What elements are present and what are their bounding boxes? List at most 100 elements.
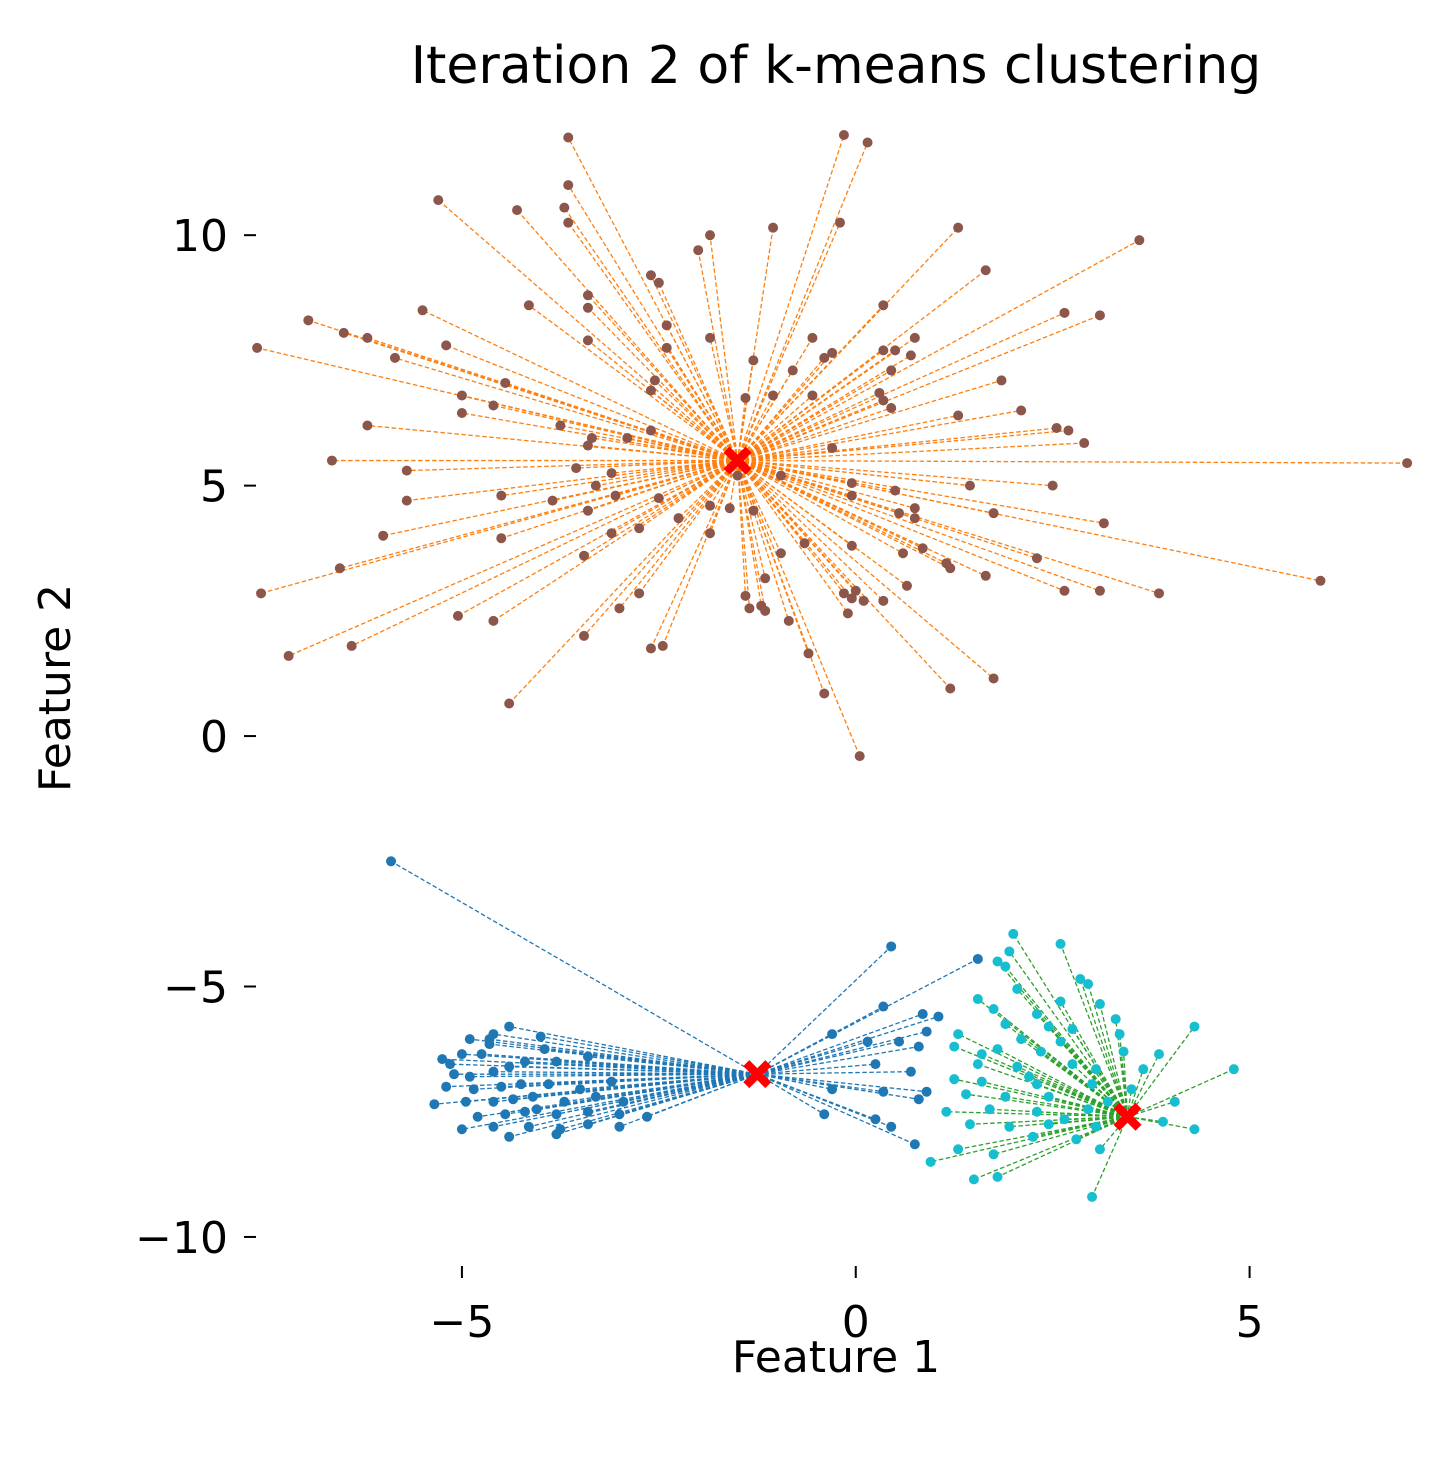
assignment-line [757, 1015, 939, 1075]
data-point [890, 345, 901, 356]
data-point [649, 375, 660, 386]
assignment-line [737, 459, 1160, 594]
data-point [898, 548, 909, 559]
data-point [972, 1059, 983, 1070]
assignment-line [461, 412, 738, 462]
assignment-line [493, 1071, 758, 1075]
y-tick-label: 5 [200, 462, 228, 513]
data-point [972, 994, 983, 1005]
assignment-line [611, 1073, 758, 1083]
data-point [456, 407, 467, 418]
assignment-line [737, 369, 892, 462]
data-point [326, 455, 337, 466]
data-point [964, 480, 975, 491]
data-point [653, 277, 664, 288]
y-tick-label: 10 [172, 211, 228, 262]
data-point [1031, 553, 1042, 564]
assignment-line [736, 460, 766, 579]
data-point [496, 533, 507, 544]
data-point [878, 395, 889, 406]
data-point [846, 490, 857, 501]
data-point [996, 375, 1007, 386]
assignment-line [536, 1073, 758, 1110]
data-point [346, 640, 357, 651]
assignment-line [757, 1071, 911, 1075]
data-point [606, 1076, 617, 1087]
data-point [504, 1061, 515, 1072]
data-point [590, 1091, 601, 1102]
data-point [653, 493, 664, 504]
assignment-line [737, 460, 884, 602]
data-point [527, 1091, 538, 1102]
data-point [980, 570, 991, 581]
assignment-line [540, 1035, 758, 1075]
data-point [582, 1051, 593, 1062]
data-point [614, 1109, 625, 1120]
data-point [775, 470, 786, 481]
assignment-line [737, 227, 959, 462]
assignment-line [567, 137, 739, 461]
assignment-line [528, 304, 738, 462]
data-point [441, 340, 452, 351]
assignment-line [697, 250, 739, 461]
assignment-line [958, 1116, 1128, 1150]
data-point [905, 350, 916, 361]
assignment-line [737, 312, 1065, 462]
data-point [575, 1084, 586, 1095]
assignment-line [737, 460, 908, 587]
x-axis: −5 0 5 [429, 1266, 1264, 1348]
data-point [953, 222, 964, 233]
assignment-line [736, 460, 810, 654]
data-point [449, 1069, 460, 1080]
assignment-line [666, 347, 739, 461]
data-point [1043, 1021, 1054, 1032]
data-point [913, 1094, 924, 1105]
data-point [886, 402, 897, 413]
assignment-line [1126, 1026, 1195, 1118]
assignment-line [528, 1073, 758, 1128]
data-point [582, 1106, 593, 1117]
assignment-line [757, 1013, 923, 1075]
data-point [740, 590, 751, 601]
data-point [496, 490, 507, 501]
data-point [1063, 425, 1074, 436]
data-point [854, 751, 865, 762]
data-point [1035, 1046, 1046, 1057]
data-point [460, 1096, 471, 1107]
data-point [862, 1036, 873, 1047]
assignment-line [583, 460, 738, 557]
assignment-line [757, 1073, 916, 1145]
data-point [519, 1056, 530, 1067]
data-point [953, 410, 964, 421]
data-point [472, 1111, 483, 1122]
data-point [894, 508, 905, 519]
data-point [1098, 518, 1109, 529]
data-point [559, 202, 570, 213]
data-point [476, 1049, 487, 1060]
data-point [1402, 458, 1413, 469]
data-point [283, 650, 294, 661]
data-point [563, 132, 574, 143]
assignment-line [709, 460, 739, 534]
assignment-line [1079, 978, 1129, 1117]
assignment-line [737, 239, 1140, 462]
assignment-line [461, 394, 738, 462]
assignment-line [981, 1053, 1128, 1118]
data-point [386, 856, 397, 867]
data-point [819, 352, 830, 363]
assignment-line [567, 184, 739, 461]
data-point [945, 683, 956, 694]
data-point [441, 1081, 452, 1092]
assignment-line [1064, 1116, 1128, 1120]
data-point [543, 1079, 554, 1090]
data-point [1114, 1029, 1125, 1040]
data-point [846, 593, 857, 604]
data-point [618, 1096, 629, 1107]
data-point [1000, 961, 1011, 972]
assignment-line [367, 424, 738, 462]
data-point [992, 1171, 1003, 1182]
data-point [488, 615, 499, 626]
data-point [886, 941, 897, 952]
assignment-line [709, 235, 739, 461]
data-point [1134, 235, 1145, 246]
